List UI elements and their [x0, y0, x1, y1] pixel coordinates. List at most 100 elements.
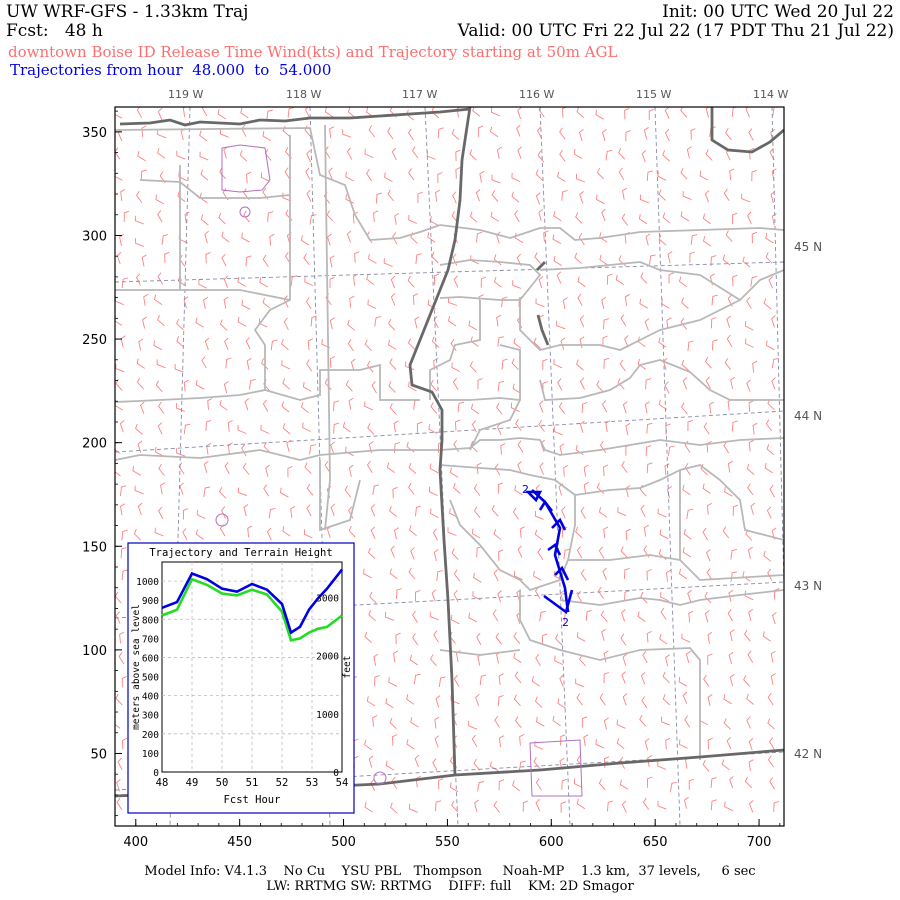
wind-barb — [491, 504, 499, 517]
wind-barb — [511, 172, 521, 183]
wind-barb — [450, 695, 460, 705]
wind-barb — [417, 191, 423, 204]
wind-barb — [284, 167, 291, 180]
inset-y-tick-label: 100 — [142, 749, 159, 760]
wind-barb — [573, 148, 583, 159]
trajectory-end-label: 2 — [562, 616, 569, 629]
lon-label: 114 W — [753, 88, 788, 101]
wind-barb — [497, 590, 502, 603]
wind-barb — [624, 335, 629, 348]
wind-barb — [199, 130, 208, 142]
wind-barb — [539, 610, 546, 622]
wind-barb — [473, 758, 481, 771]
wind-barb — [386, 462, 396, 473]
wind-barb — [433, 549, 439, 562]
wind-barb — [430, 402, 438, 414]
x-tick-label: 400 — [123, 835, 148, 850]
wind-barb — [535, 298, 545, 308]
wind-barb — [457, 401, 465, 413]
wind-barb — [393, 650, 399, 663]
wind-barb — [282, 423, 291, 435]
wind-barb — [221, 254, 227, 267]
county-border — [440, 397, 521, 401]
wind-barb — [281, 360, 291, 370]
wind-barb — [579, 377, 585, 390]
wind-barb — [585, 609, 592, 621]
wind-barb — [542, 358, 548, 370]
wind-barb — [596, 167, 605, 180]
county-border — [139, 179, 291, 199]
wind-barb — [560, 337, 566, 350]
wind-barb — [616, 738, 625, 750]
county-border — [574, 464, 784, 541]
wind-barb — [616, 719, 626, 729]
wind-barb — [522, 800, 529, 812]
wind-barb — [729, 776, 734, 789]
wind-barb — [606, 273, 613, 285]
wind-barb — [468, 320, 478, 331]
wind-barb — [310, 315, 317, 327]
traj-to: 54.000 — [278, 61, 332, 79]
wind-barb — [205, 419, 212, 431]
wind-barb — [619, 779, 629, 790]
wind-barb — [618, 167, 625, 181]
inset-chart: Trajectory and Terrain Height 48 49 50 51 52… — [127, 542, 355, 814]
wind-barb — [763, 550, 772, 562]
wind-barb — [183, 379, 189, 392]
wind-barb — [329, 356, 336, 368]
wind-barb — [770, 650, 776, 663]
wind-barb — [745, 107, 750, 118]
wind-barb — [476, 632, 482, 646]
wind-barb — [640, 504, 646, 517]
wind-barb — [495, 632, 502, 645]
x-tick-label: 450 — [227, 835, 252, 850]
wind-barb — [364, 802, 373, 813]
wind-barb — [385, 760, 395, 771]
wind-barb — [687, 419, 693, 432]
wind-barb — [195, 379, 205, 390]
wind-barb — [621, 671, 626, 684]
wind-barb — [350, 358, 356, 371]
wind-barb — [300, 402, 309, 414]
wind-barb — [429, 611, 439, 621]
lat-label: 44 N — [794, 409, 822, 423]
wind-barb — [115, 611, 121, 624]
inset-frame — [127, 542, 355, 814]
wind-barb — [500, 443, 506, 455]
trajectory-arrow — [543, 589, 574, 615]
wind-barb — [176, 318, 184, 331]
county-border — [539, 261, 784, 302]
wind-barb — [116, 251, 122, 265]
wind-barb — [668, 445, 675, 457]
wind-barb — [771, 315, 776, 328]
wind-barb — [374, 675, 380, 687]
wind-barb — [364, 401, 373, 411]
wind-barb — [123, 210, 130, 223]
trajectory-start-label: 2 — [522, 483, 529, 496]
wind-barb — [559, 674, 564, 687]
wind-barb — [706, 549, 711, 562]
wind-barb — [640, 672, 646, 685]
wind-barb — [678, 276, 687, 288]
wind-barb — [750, 502, 756, 515]
wind-barb — [412, 610, 418, 623]
wind-barb — [747, 546, 753, 559]
wind-barb — [519, 526, 525, 539]
wind-barb — [581, 402, 588, 414]
wind-barb — [583, 481, 589, 494]
reservation-outline — [529, 739, 583, 797]
wind-barb — [703, 674, 710, 687]
lon-label: 116 W — [519, 88, 554, 101]
wind-barb — [603, 464, 609, 477]
inset-ft-tick-label: 3000 — [316, 593, 339, 604]
wind-barb — [724, 801, 733, 812]
wind-barb — [766, 506, 772, 519]
county-border — [264, 363, 420, 401]
wind-barb — [260, 172, 270, 182]
wind-barb — [552, 234, 562, 244]
lat-label: 45 N — [794, 240, 822, 254]
wind-barb — [746, 463, 755, 475]
wind-barb — [389, 568, 398, 580]
wind-barb — [537, 126, 543, 139]
wind-barb — [477, 125, 484, 137]
